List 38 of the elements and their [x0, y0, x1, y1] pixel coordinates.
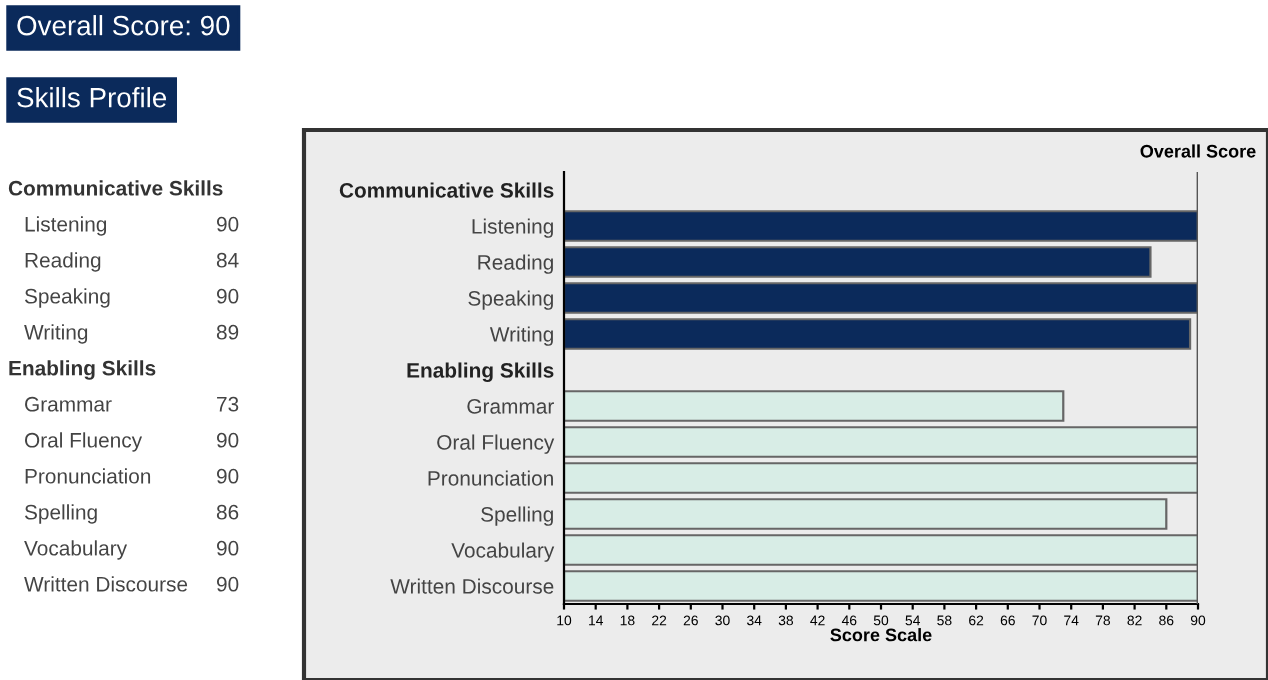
data-label: 90	[216, 576, 239, 592]
y-tick-label: Communicative Skills	[339, 182, 554, 198]
category-label: Communicative Skills	[8, 180, 223, 196]
data-label: 84	[216, 252, 239, 268]
text: Skills Profile	[17, 87, 167, 108]
y-tick-label: Oral Fluency	[437, 434, 555, 454]
category-label: Writing	[24, 324, 88, 344]
data-label: 90	[216, 216, 239, 232]
y-tick-label: Vocabulary	[451, 542, 555, 562]
category-label: Enabling Skills	[9, 360, 156, 380]
category-label: Spelling	[24, 504, 97, 524]
data-label: 90	[216, 540, 239, 556]
y-tick-label: Listening	[472, 218, 553, 238]
y-tick-label: Grammar	[467, 399, 554, 414]
category-label: Reading	[25, 252, 101, 272]
y-tick-label: Speaking	[468, 290, 553, 310]
y-tick-label: Spelling	[481, 506, 553, 526]
y-tick-label: Enabling Skills	[407, 362, 554, 382]
category-label: Speaking	[24, 288, 110, 308]
y-tick-label: Reading	[478, 254, 553, 274]
category-label: Vocabulary	[24, 540, 128, 560]
data-label: 90	[216, 432, 239, 448]
x-axis-title: Score Scale	[830, 628, 932, 642]
data-label: 86	[216, 504, 239, 520]
y-tick-label: Pronunciation	[428, 470, 553, 486]
ref-line-label: Overall Score	[1140, 144, 1256, 158]
y-tick-label: Written Discourse	[390, 578, 554, 594]
y-tick-label: Writing	[489, 326, 553, 346]
text: Overall Score: 90	[17, 15, 230, 36]
category-label: Oral Fluency	[24, 432, 143, 452]
data-label: 90	[216, 288, 239, 304]
data-label: 73	[217, 396, 239, 412]
data-label: 90	[216, 468, 239, 484]
category-label: Pronunciation	[25, 468, 151, 484]
data-label: 89	[216, 324, 239, 340]
category-label: Grammar	[25, 396, 112, 412]
category-label: Listening	[25, 216, 107, 236]
category-label: Written Discourse	[24, 576, 188, 592]
